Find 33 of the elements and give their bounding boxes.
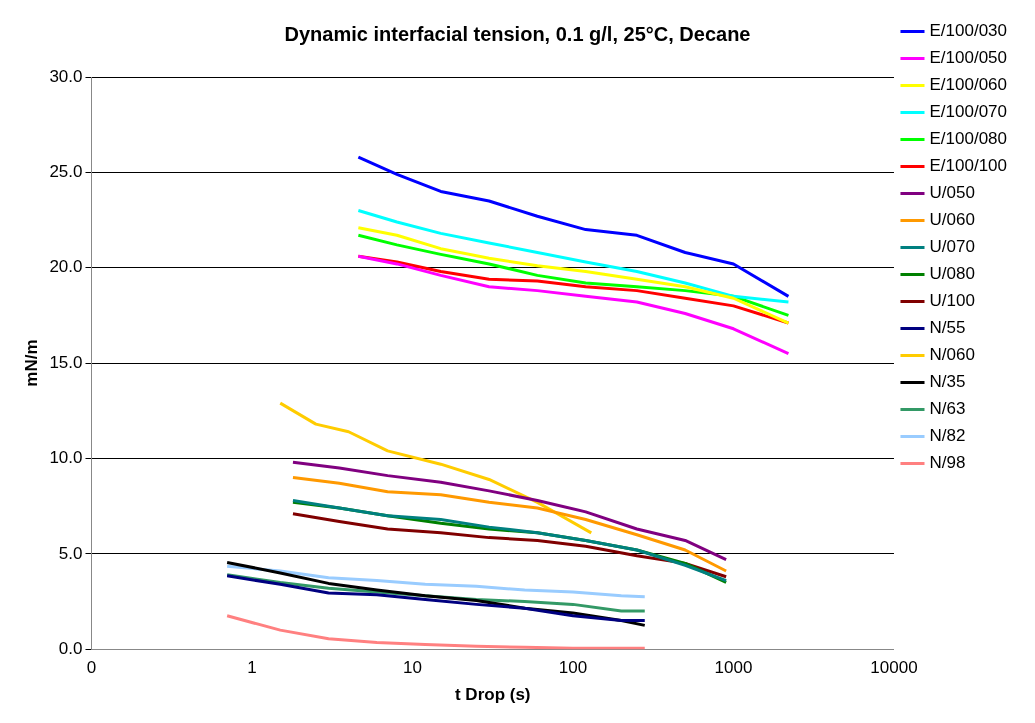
legend-label: U/080 xyxy=(929,264,975,284)
legend-label: N/35 xyxy=(929,372,966,392)
y-tick-label: 15.0 xyxy=(49,352,83,372)
y-tick-label: 30.0 xyxy=(49,66,83,86)
y-tick-label: 5.0 xyxy=(58,543,83,563)
legend-label: U/100 xyxy=(929,291,975,311)
legend-label: E/100/030 xyxy=(929,21,1007,41)
legend-label: E/100/100 xyxy=(929,156,1007,176)
legend-label: E/100/060 xyxy=(929,75,1007,95)
legend-label: E/100/080 xyxy=(929,129,1007,149)
y-tick-label: 20.0 xyxy=(49,257,83,277)
legend-label: N/55 xyxy=(929,318,966,338)
legend-label: U/050 xyxy=(929,183,975,203)
x-tick-label: 1000 xyxy=(714,658,753,678)
legend-label: N/63 xyxy=(929,399,966,419)
x-tick-label: 10 xyxy=(403,658,422,678)
x-tick-label: 0 xyxy=(86,658,97,678)
legend-label: E/100/050 xyxy=(929,48,1007,68)
legend-label: U/060 xyxy=(929,210,975,230)
legend-label: E/100/070 xyxy=(929,102,1007,122)
y-tick-label: 25.0 xyxy=(49,162,83,182)
x-tick-label: 10000 xyxy=(870,658,918,678)
x-axis-title: t Drop (s) xyxy=(454,685,531,705)
x-tick-label: 1 xyxy=(247,658,257,678)
legend-label: N/060 xyxy=(929,345,975,365)
y-tick-label: 0.0 xyxy=(58,638,83,658)
legend-label: N/82 xyxy=(929,426,966,446)
x-tick-label: 100 xyxy=(558,658,588,678)
y-axis-title: mN/m xyxy=(21,339,41,387)
legend-label: U/070 xyxy=(929,237,975,257)
legend-label: N/98 xyxy=(929,453,966,473)
y-tick-label: 10.0 xyxy=(49,448,83,468)
chart-title: Dynamic interfacial tension, 0.1 g/l, 25°C, Decane xyxy=(284,22,751,45)
